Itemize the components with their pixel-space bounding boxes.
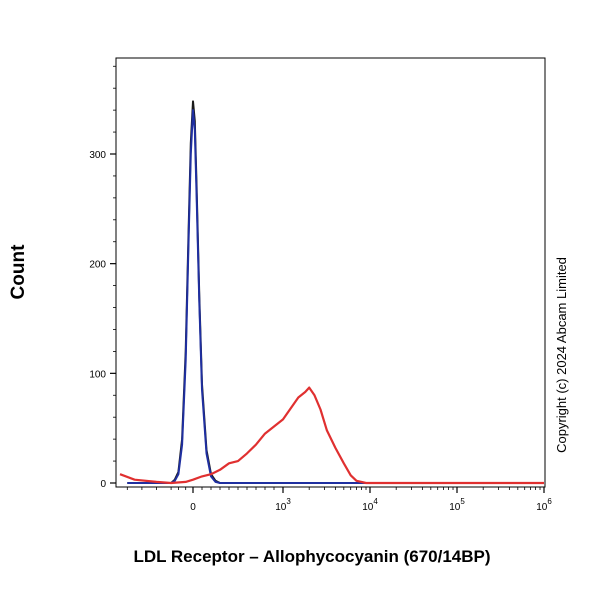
x-minor-ticks — [126, 487, 541, 490]
y-tick-label: 0 — [100, 479, 106, 490]
x-tick-label: 103 — [275, 497, 291, 513]
y-minor-ticks — [113, 65, 116, 462]
y-tick-label: 200 — [89, 260, 106, 271]
y-axis-ticks: 0 100 200 300 — [89, 150, 116, 490]
x-tick-label: 104 — [362, 497, 378, 513]
x-axis-title: LDL Receptor – Allophycocyanin (670/14BP… — [133, 547, 490, 566]
x-tick-label: 106 — [536, 497, 552, 513]
series-line-2 — [127, 109, 544, 484]
y-tick-label: 300 — [89, 150, 106, 161]
x-tick-label: 0 — [190, 502, 196, 513]
plot-frame — [115, 57, 546, 488]
series-line-3 — [119, 386, 544, 485]
y-tick-label: 100 — [89, 369, 106, 380]
series-layer — [119, 100, 544, 485]
y-axis-title: Count — [8, 244, 29, 300]
x-axis-ticks: 0 103 104 105 106 — [190, 487, 552, 513]
copyright-notice: Copyright (c) 2024 Abcam Limited — [554, 257, 569, 453]
x-tick-label: 105 — [449, 497, 465, 513]
